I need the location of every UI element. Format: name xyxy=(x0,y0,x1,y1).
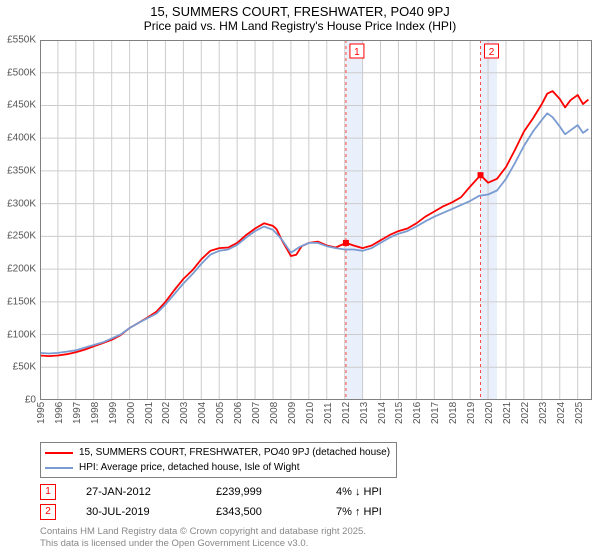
footer: Contains HM Land Registry data © Crown c… xyxy=(40,526,366,551)
x-tick-label: 2018 xyxy=(448,402,459,424)
transaction-diff: 4% ↓ HPI xyxy=(336,486,436,498)
y-tick-label: £500K xyxy=(7,67,36,78)
transaction-date: 27-JAN-2012 xyxy=(86,486,216,498)
x-tick-label: 2017 xyxy=(430,402,441,424)
svg-text:1: 1 xyxy=(354,47,360,58)
y-tick-label: £300K xyxy=(7,198,36,209)
y-tick-label: £350K xyxy=(7,165,36,176)
transaction-date: 30-JUL-2019 xyxy=(86,506,216,518)
transaction-marker: 2 xyxy=(40,504,56,520)
x-axis: 1995199619971998199920002001200220032004… xyxy=(40,400,592,440)
y-tick-label: £200K xyxy=(7,264,36,275)
x-tick-label: 2015 xyxy=(394,402,405,424)
y-tick-label: £450K xyxy=(7,100,36,111)
legend-swatch xyxy=(45,467,73,469)
legend-label: 15, SUMMERS COURT, FRESHWATER, PO40 9PJ … xyxy=(79,447,390,458)
svg-text:2: 2 xyxy=(489,47,495,58)
footer-line1: Contains HM Land Registry data © Crown c… xyxy=(40,526,366,538)
x-tick-label: 1999 xyxy=(108,402,119,424)
x-tick-label: 1995 xyxy=(36,402,47,424)
chart-container: 15, SUMMERS COURT, FRESHWATER, PO40 9PJ … xyxy=(0,0,600,560)
x-tick-label: 2007 xyxy=(251,402,262,424)
x-tick-label: 2006 xyxy=(233,402,244,424)
x-tick-label: 2023 xyxy=(538,402,549,424)
x-tick-label: 2001 xyxy=(144,402,155,424)
y-tick-label: £400K xyxy=(7,133,36,144)
x-tick-label: 2014 xyxy=(377,402,388,424)
x-tick-label: 1996 xyxy=(54,402,65,424)
y-tick-label: £250K xyxy=(7,231,36,242)
x-tick-label: 2008 xyxy=(269,402,280,424)
y-tick-label: £550K xyxy=(7,35,36,46)
transaction-marker: 1 xyxy=(40,484,56,500)
legend-row-hpi: HPI: Average price, detached house, Isle… xyxy=(45,460,390,475)
x-tick-label: 2002 xyxy=(161,402,172,424)
legend: 15, SUMMERS COURT, FRESHWATER, PO40 9PJ … xyxy=(40,442,397,478)
x-tick-label: 1997 xyxy=(72,402,83,424)
x-tick-label: 2019 xyxy=(466,402,477,424)
transaction-price: £239,999 xyxy=(216,486,336,498)
transactions-table: 1 27-JAN-2012 £239,999 4% ↓ HPI 2 30-JUL… xyxy=(40,482,436,522)
legend-swatch xyxy=(45,452,73,454)
x-tick-label: 2004 xyxy=(197,402,208,424)
title-line1: 15, SUMMERS COURT, FRESHWATER, PO40 9PJ xyxy=(0,4,600,19)
x-tick-label: 2025 xyxy=(574,402,585,424)
title-line2: Price paid vs. HM Land Registry's House … xyxy=(0,19,600,33)
x-tick-label: 2012 xyxy=(341,402,352,424)
x-tick-label: 2010 xyxy=(305,402,316,424)
legend-label: HPI: Average price, detached house, Isle… xyxy=(79,462,300,473)
transaction-row: 1 27-JAN-2012 £239,999 4% ↓ HPI xyxy=(40,482,436,502)
x-tick-label: 2022 xyxy=(520,402,531,424)
y-tick-label: £100K xyxy=(7,329,36,340)
y-tick-label: £0 xyxy=(25,395,36,406)
x-tick-label: 2003 xyxy=(179,402,190,424)
x-tick-label: 2016 xyxy=(412,402,423,424)
x-tick-label: 2013 xyxy=(359,402,370,424)
x-tick-label: 2005 xyxy=(215,402,226,424)
transaction-row: 2 30-JUL-2019 £343,500 7% ↑ HPI xyxy=(40,502,436,522)
x-tick-label: 2024 xyxy=(556,402,567,424)
title-block: 15, SUMMERS COURT, FRESHWATER, PO40 9PJ … xyxy=(0,0,600,33)
transaction-diff: 7% ↑ HPI xyxy=(336,506,436,518)
y-tick-label: £150K xyxy=(7,296,36,307)
chart-plot: 12 xyxy=(40,40,592,400)
x-tick-label: 1998 xyxy=(90,402,101,424)
transaction-price: £343,500 xyxy=(216,506,336,518)
x-tick-label: 2020 xyxy=(484,402,495,424)
legend-row-price-paid: 15, SUMMERS COURT, FRESHWATER, PO40 9PJ … xyxy=(45,445,390,460)
y-axis: £0£50K£100K£150K£200K£250K£300K£350K£400… xyxy=(0,40,40,400)
footer-line2: This data is licensed under the Open Gov… xyxy=(40,538,366,550)
x-tick-label: 2000 xyxy=(126,402,137,424)
x-tick-label: 2011 xyxy=(323,402,334,424)
x-tick-label: 2021 xyxy=(502,402,513,424)
x-tick-label: 2009 xyxy=(287,402,298,424)
y-tick-label: £50K xyxy=(13,362,36,373)
